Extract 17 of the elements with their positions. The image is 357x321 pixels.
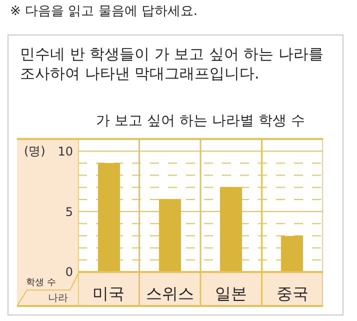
bar — [98, 163, 120, 272]
y-axis-title: (명) — [24, 144, 46, 158]
x-tick-label: 중국 — [276, 284, 308, 303]
text: ※ 다음을 읽고 물음에 답하세요. — [10, 4, 198, 19]
bar — [159, 199, 181, 272]
y-tick-label: 5 — [65, 204, 73, 219]
x-axis-title: 나라 — [48, 293, 68, 304]
bar — [220, 187, 242, 272]
bar — [281, 236, 303, 272]
x-tick-label: 미국 — [92, 284, 125, 303]
x-tick-label: 스위스 — [146, 284, 194, 303]
text: 민수네 반 학생들이 가 보고 싶어 하는 나라를 조사하여 나타낸 막대그래프입니다. — [20, 45, 324, 82]
chart-title: 가 보고 싶어 하는 나라별 학생 수 — [96, 112, 305, 129]
y-tick-label: 0 — [65, 265, 73, 280]
x-tick-label: 일본 — [215, 284, 248, 303]
text: 학생 수 — [26, 278, 56, 288]
y-tick-label: 10 — [58, 144, 73, 158]
